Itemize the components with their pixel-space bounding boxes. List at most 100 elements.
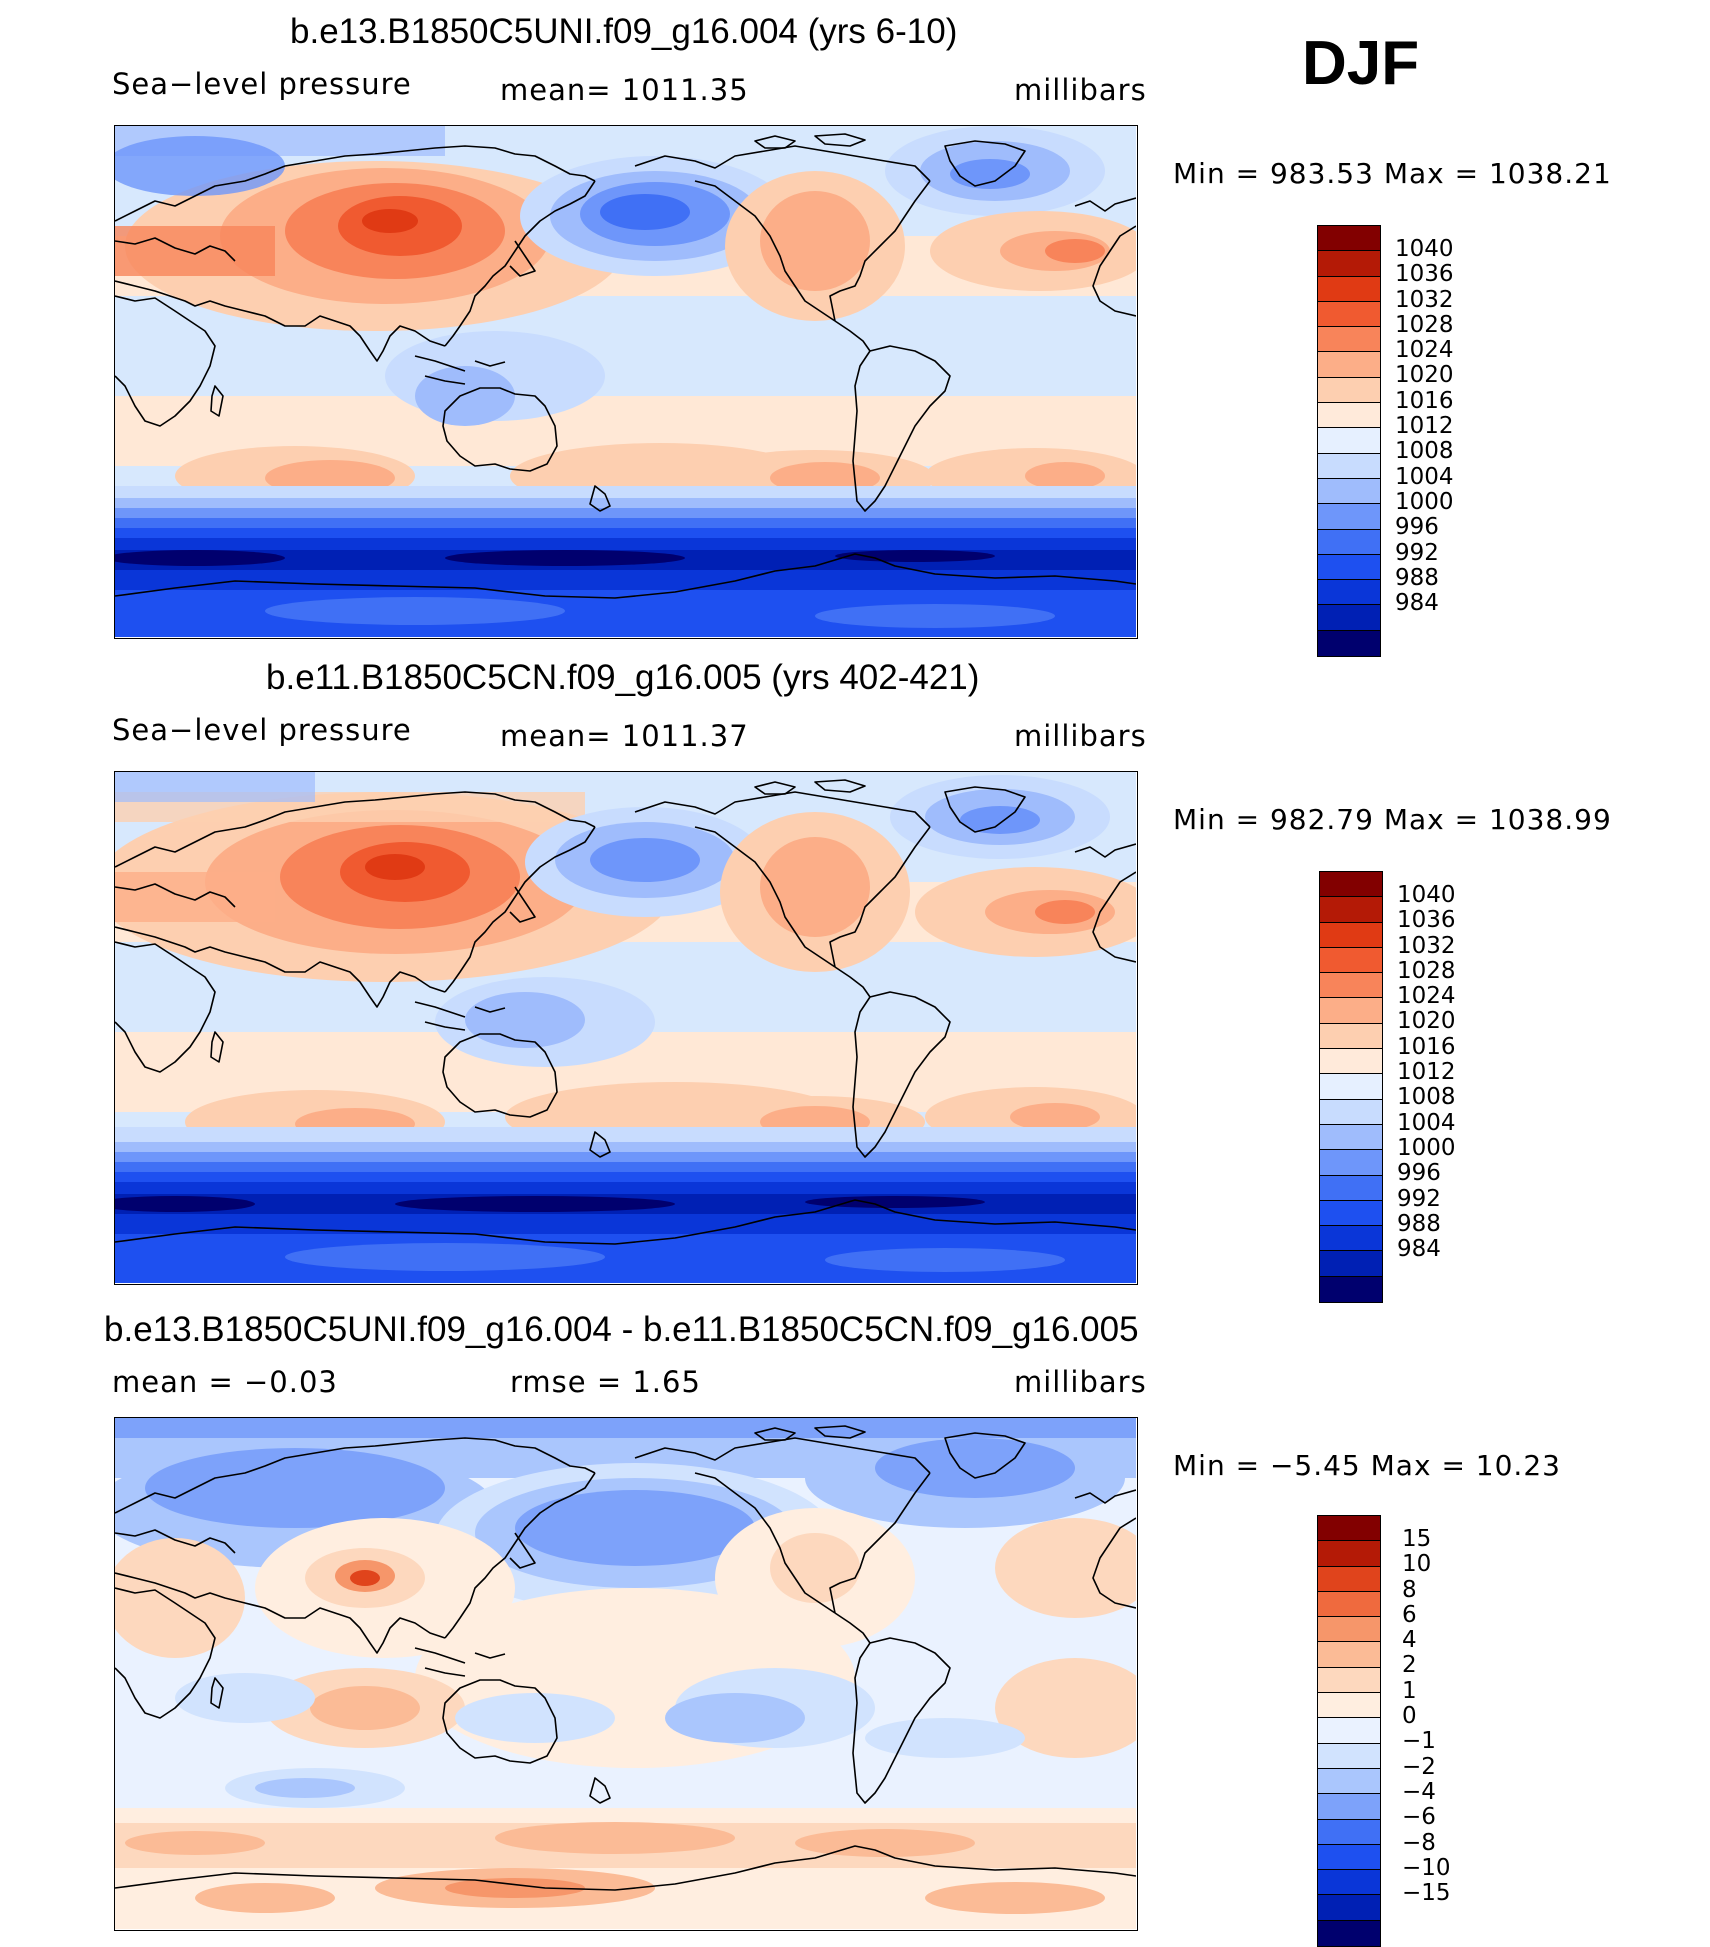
colorbar-label: −10 [1402,1854,1451,1881]
colorbar-swatch [1318,1743,1380,1769]
colorbar-swatch [1318,1617,1380,1643]
colorbar-label: 1012 [1395,413,1454,440]
colorbar-label: 1024 [1395,337,1454,364]
panel-1-mean-label: mean= 1011.35 [500,73,749,107]
panel-3-mean-label: mean = −0.03 [112,1365,338,1399]
colorbar-label: 1016 [1397,1033,1456,1060]
colorbar-label: 1032 [1397,932,1456,959]
colorbar-swatch [1318,403,1380,429]
colorbar-swatch [1318,1844,1380,1871]
panel-2-field-label: Sea−level pressure [112,713,412,747]
colorbar-swatch [1320,998,1382,1024]
colorbar-swatch [1318,478,1380,505]
panel-1-minmax: Min = 983.53 Max = 1038.21 [1173,157,1612,190]
panel-2-colorbar [1319,871,1383,1304]
colorbar-swatch [1318,1718,1380,1744]
panel-1-field-label: Sea−level pressure [112,67,412,101]
colorbar-swatch [1320,973,1382,999]
colorbar-label: 1020 [1395,362,1454,389]
panel-3-colorbar [1317,1515,1381,1947]
panel-1-units-label: millibars [1014,73,1147,107]
colorbar-swatch [1318,428,1380,454]
colorbar-swatch [1320,872,1382,898]
colorbar-swatch [1318,529,1380,555]
panel-1-map [114,125,1138,639]
colorbar-label: 1012 [1397,1059,1456,1086]
colorbar-label: 1008 [1395,438,1454,465]
colorbar-label: −4 [1402,1778,1436,1805]
colorbar-label: 1024 [1397,983,1456,1010]
colorbar-swatch [1318,453,1380,479]
panel-3-minmax: Min = −5.45 Max = 10.23 [1173,1449,1561,1482]
colorbar-swatch [1318,1516,1380,1542]
panel-1-title: b.e13.B1850C5UNI.f09_g16.004 (yrs 6-10) [290,12,958,51]
colorbar-swatch [1318,327,1380,353]
colorbar-swatch [1318,1870,1380,1896]
panel-2-units-label: millibars [1014,719,1147,753]
colorbar-swatch [1318,1642,1380,1668]
colorbar-label: 1004 [1395,463,1454,490]
colorbar-swatch [1318,1541,1380,1567]
colorbar-label: 15 [1402,1526,1432,1552]
colorbar-label: 4 [1402,1627,1417,1654]
colorbar-label: 988 [1395,564,1439,591]
colorbar-label: 992 [1395,539,1439,566]
colorbar-swatch [1318,377,1380,404]
panel-2-title: b.e11.B1850C5CN.f09_g16.005 (yrs 402-421… [266,658,980,697]
colorbar-label: 10 [1402,1551,1432,1578]
colorbar-swatch [1320,922,1382,948]
colorbar-swatch [1320,1124,1382,1151]
colorbar-swatch [1318,226,1380,252]
colorbar-swatch [1318,554,1380,581]
panel-3-units-label: millibars [1014,1365,1147,1399]
colorbar-label: 996 [1397,1160,1441,1187]
colorbar-label: 992 [1397,1185,1441,1212]
panel-3-colorbar-labels: 15 10 8 6 4 2 1 0 −1 −2 −4 −6 −8 −10 −15 [1402,1526,1451,1907]
colorbar-label: 996 [1395,514,1439,541]
panel-2-colorbar-labels: 1040 1036 1032 1028 1024 1020 1016 1012 1008 1004… [1397,882,1456,1262]
colorbar-label: 1000 [1397,1134,1456,1161]
colorbar-swatch [1320,1276,1382,1303]
panel-3-map [114,1417,1138,1931]
colorbar-label: 1020 [1397,1008,1456,1035]
colorbar-swatch [1320,1049,1382,1075]
colorbar-label: −2 [1402,1753,1436,1780]
colorbar-label: −6 [1402,1804,1436,1831]
colorbar-label: 8 [1402,1576,1417,1603]
panel-2-minmax: Min = 982.79 Max = 1038.99 [1173,803,1612,836]
panel-3-rmse-label: rmse = 1.65 [510,1365,701,1399]
colorbar-label: 1032 [1395,286,1454,313]
colorbar-swatch [1320,1023,1382,1050]
colorbar-swatch [1320,1175,1382,1201]
colorbar-swatch [1318,251,1380,277]
colorbar-label: −15 [1402,1880,1451,1907]
colorbar-swatch [1318,605,1380,631]
colorbar-swatch [1320,897,1382,923]
panel-2-mean-label: mean= 1011.37 [500,719,749,753]
panel-3-title: b.e13.B1850C5UNI.f09_g16.004 - b.e11.B18… [104,1310,1139,1349]
colorbar-swatch [1320,1150,1382,1176]
season-label: DJF [1302,29,1420,98]
colorbar-label: 1008 [1397,1084,1456,1111]
colorbar-swatch [1318,352,1380,378]
colorbar-label: 1004 [1397,1109,1456,1136]
colorbar-label: 1000 [1395,488,1454,515]
colorbar-swatch [1318,1920,1380,1947]
colorbar-label: 1016 [1395,387,1454,414]
colorbar-swatch [1320,1226,1382,1252]
colorbar-label: −8 [1402,1829,1436,1856]
colorbar-label: 1036 [1395,261,1454,288]
colorbar-swatch [1318,630,1380,657]
colorbar-swatch [1318,1591,1380,1618]
colorbar-label: 1036 [1397,907,1456,934]
colorbar-swatch [1320,1200,1382,1227]
colorbar-swatch [1320,1251,1382,1277]
colorbar-swatch [1320,1099,1382,1125]
colorbar-label: 1 [1402,1677,1417,1704]
colorbar-swatch [1318,1667,1380,1694]
colorbar-label: 1028 [1395,311,1454,338]
colorbar-swatch [1318,580,1380,606]
colorbar-label: 6 [1402,1601,1417,1628]
colorbar-swatch [1318,276,1380,302]
panel-1-colorbar-labels: 1040 1036 1032 1028 1024 1020 1016 1012 1008 1004… [1395,236,1454,616]
